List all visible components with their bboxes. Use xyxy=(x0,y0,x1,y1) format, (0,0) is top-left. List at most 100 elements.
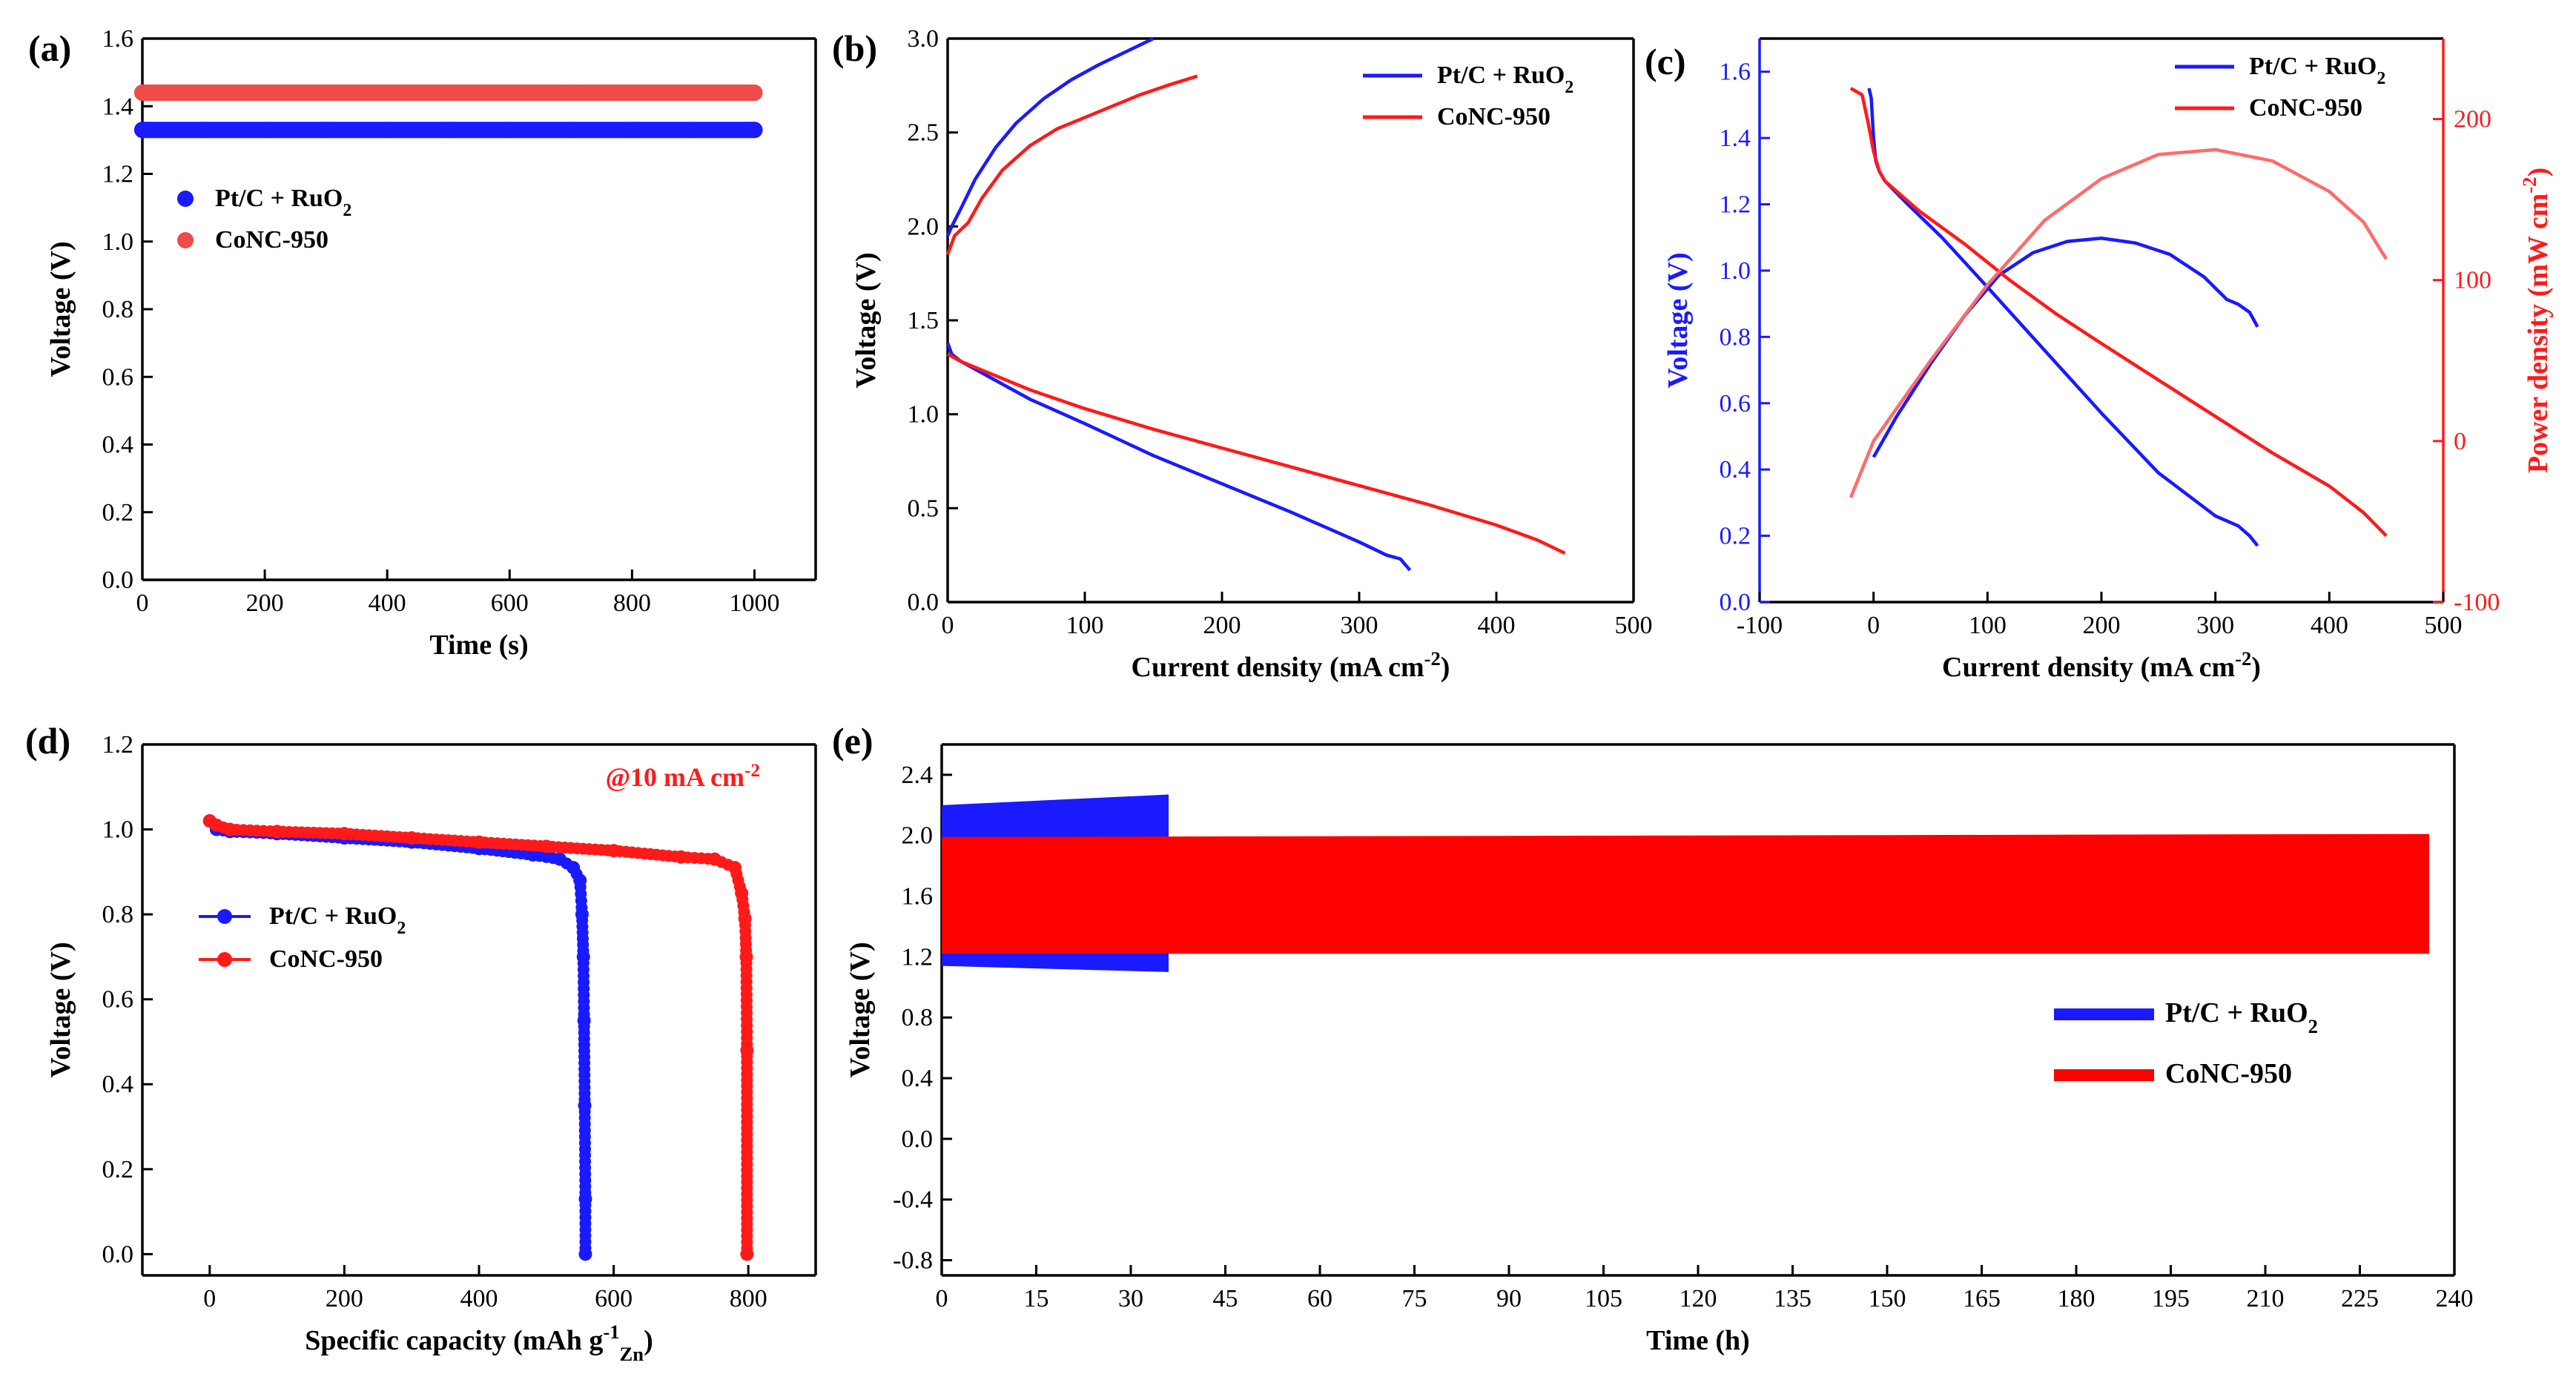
x-tick-label: 400 xyxy=(2311,612,2348,639)
y-tick-label: 0.4 xyxy=(102,1071,134,1098)
panel-e: (e) 0 15 30 45 60 75 90 105 120 135 150 165 180 195 210… xyxy=(832,720,2474,1356)
y2-axis-title-part: Power density (mW cm xyxy=(2523,194,2554,473)
legend-label-part: CoNC-950 xyxy=(1437,103,1550,131)
data-point xyxy=(669,851,681,863)
y-tick-label: 1.5 xyxy=(908,307,939,334)
panel-d: (d) 0 200 400 600 800 0.0 0.2 0.4 0.6 0.8 1.0 1.2 Spe… xyxy=(25,720,817,1365)
data-point xyxy=(562,122,579,139)
y-tick-label: 1.4 xyxy=(1720,125,1751,152)
y2-axis-title: Power density (mW cm-2) xyxy=(2518,168,2554,473)
x-tick-label: 200 xyxy=(1203,612,1241,639)
x-tick-label: 0 xyxy=(203,1285,216,1312)
y-tick-label: 0.8 xyxy=(1720,323,1751,351)
legend-label-part: 2 xyxy=(343,201,351,220)
x-axis-title-part: Current density (mA cm xyxy=(1132,652,1424,683)
y-tick-label: 0.8 xyxy=(902,1004,934,1031)
legend-label: Pt/C + RuO2 xyxy=(2249,53,2385,88)
data-point xyxy=(721,859,734,871)
data-point xyxy=(624,85,641,101)
x-tick-label: 300 xyxy=(2196,612,2234,639)
series-line xyxy=(945,36,1155,237)
y-tick-label: 1.0 xyxy=(102,816,134,844)
y-tick-label: 1.6 xyxy=(1720,59,1751,86)
y-tick-label: 0.8 xyxy=(102,296,134,323)
y-tick-label: 1.0 xyxy=(102,228,134,256)
x-axis-title-part: Current density (mA cm xyxy=(1942,652,2235,683)
x-tick-label: 195 xyxy=(2152,1285,2190,1312)
x-axis-title-part: ) xyxy=(1441,652,1450,683)
data-point xyxy=(134,122,151,139)
y-tick-label: 0.4 xyxy=(1720,456,1751,483)
y-tick-label: 0.6 xyxy=(1720,390,1751,417)
y-axis-title: Voltage (V) xyxy=(845,942,876,1077)
x-tick-label: 135 xyxy=(1774,1285,1812,1312)
panel-label: (a) xyxy=(28,27,71,69)
series-band xyxy=(942,833,2429,954)
x-tick-label: 45 xyxy=(1213,1285,1238,1312)
legend-marker xyxy=(177,232,194,248)
x-tick-label: 120 xyxy=(1680,1285,1717,1312)
x-axis-title-part: -1 xyxy=(603,1321,619,1343)
x-tick-label: 100 xyxy=(1066,612,1104,639)
data-point xyxy=(546,852,559,865)
x-axis-title-part: Time (h) xyxy=(1646,1325,1750,1356)
data-point xyxy=(332,828,345,840)
x-axis-title-part: -2 xyxy=(2235,647,2251,670)
data-point xyxy=(578,1093,591,1106)
x-axis-title: Current density (mA cm-2) xyxy=(1132,647,1450,683)
data-point xyxy=(575,901,588,914)
data-point xyxy=(746,85,763,101)
y2-tick-label: 100 xyxy=(2454,267,2491,294)
y-tick-label: 0.6 xyxy=(102,363,134,391)
legend-label-part: Pt/C + RuO xyxy=(269,902,397,930)
y-tick-label: 0.0 xyxy=(102,1241,134,1268)
series-line xyxy=(946,352,1566,555)
x-tick-label: 0 xyxy=(136,589,149,617)
panel-c: (c) -100 0 100 200 300 400 500 0.0 0.2 0.4 0.6 0.8 1.… xyxy=(1645,37,2554,683)
annotation-current-part: @10 mA cm xyxy=(606,762,744,792)
y-axis-title: Voltage (V) xyxy=(851,252,882,388)
legend-label-part: Pt/C + RuO xyxy=(215,185,343,212)
y-tick-label: -0.8 xyxy=(893,1247,933,1275)
x-axis-title-part: ) xyxy=(644,1325,653,1356)
series-line xyxy=(208,819,749,1255)
legend-label-part: CoNC-950 xyxy=(269,945,383,973)
x-tick-label: 180 xyxy=(2058,1285,2096,1312)
legend-label-part: 2 xyxy=(2308,1015,2318,1037)
data-point xyxy=(257,122,274,139)
data-point xyxy=(684,85,701,101)
data-point xyxy=(741,1242,753,1255)
y-tick-label: 1.6 xyxy=(902,883,934,911)
y-tick-label: 1.2 xyxy=(102,731,134,759)
legend-label-part: 2 xyxy=(2377,69,2385,88)
legend-marker xyxy=(217,909,232,924)
legend-label-part: Pt/C + RuO xyxy=(2165,997,2308,1028)
data-point xyxy=(466,836,479,848)
data-point xyxy=(501,85,518,101)
legend-marker xyxy=(177,191,194,207)
legend-label: Pt/C + RuO2 xyxy=(1437,62,1573,97)
y2-tick-label: 200 xyxy=(2454,106,2491,133)
data-point xyxy=(379,122,396,139)
data-point xyxy=(570,868,583,880)
y-tick-label: 0.8 xyxy=(102,901,134,928)
x-tick-label: 15 xyxy=(1024,1285,1049,1312)
legend-label-part: CoNC-950 xyxy=(2165,1058,2292,1089)
data-point xyxy=(195,122,212,139)
y-tick-label: 1.0 xyxy=(908,401,939,429)
y-tick-label: 1.6 xyxy=(102,25,134,53)
y-tick-label: 2.4 xyxy=(902,762,934,789)
data-point xyxy=(440,122,457,139)
data-point xyxy=(217,821,229,833)
x-tick-label: 30 xyxy=(1118,1285,1143,1312)
data-point xyxy=(561,857,573,870)
x-tick-label: 400 xyxy=(460,1285,498,1312)
y-tick-label: 0.5 xyxy=(908,495,939,522)
series-line xyxy=(1872,237,2259,458)
x-axis-title-part: Specific capacity (mAh g xyxy=(305,1325,603,1356)
panel-a: (a) 0 200 400 600 800 1000 0.0 0.2 0.4 0.6 0.8 1.0 1.… xyxy=(28,25,817,661)
series-line xyxy=(1849,148,2388,498)
x-axis-title: Time (h) xyxy=(1646,1325,1750,1356)
